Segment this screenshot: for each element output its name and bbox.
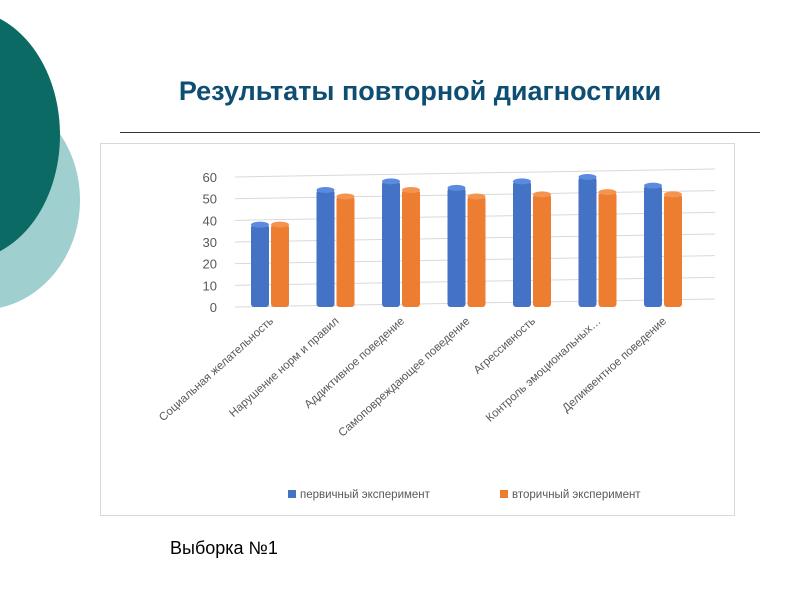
x-tick-label: Контроль эмоциональных… <box>484 315 604 424</box>
y-tick-label: 60 <box>203 170 217 185</box>
decor-circle-dark <box>0 18 60 252</box>
x-tick-label: Агрессивность <box>472 315 538 376</box>
bar-secondary <box>336 196 355 307</box>
y-tick-label: 30 <box>203 235 217 250</box>
bar-primary <box>578 177 597 307</box>
bar-top <box>402 187 420 193</box>
y-tick-label: 10 <box>203 278 217 293</box>
bar-top <box>533 191 551 198</box>
legend-label: вторичный эксперимент <box>512 489 641 501</box>
bar-top <box>316 187 335 193</box>
bar-secondary <box>598 192 617 307</box>
page-title: Результаты повторной диагностики <box>178 76 662 106</box>
bar-top <box>598 189 617 196</box>
bar-primary <box>513 181 531 307</box>
bar-secondary <box>467 196 486 307</box>
bar-secondary <box>533 194 551 307</box>
legend-label: первичный эксперимент <box>300 489 431 501</box>
legend-swatch <box>288 490 296 498</box>
bar-primary <box>447 187 466 307</box>
bar-top <box>271 221 289 228</box>
bar-primary <box>382 181 400 307</box>
x-tick-label: Социальная желательность <box>157 315 276 424</box>
bar-primary <box>316 190 335 307</box>
y-tick-label: 50 <box>203 192 217 207</box>
bar-secondary <box>271 224 289 307</box>
y-tick-label: 20 <box>203 257 217 272</box>
x-tick-label: Деликвентное поведение <box>560 315 669 414</box>
bar-chart: 0 10 20 30 40 50 60 Социальная желательностьНар… <box>157 168 716 501</box>
bar-primary <box>644 185 662 307</box>
bar-primary <box>251 224 269 307</box>
bar-top <box>644 182 662 189</box>
x-tick-label: Самоповреждающее поведение <box>336 315 472 439</box>
decor-circles <box>0 18 80 308</box>
legend-swatch <box>500 490 508 498</box>
bar-secondary <box>402 190 420 307</box>
bar-top <box>251 221 269 228</box>
y-tick-label: 0 <box>210 300 217 315</box>
title-divider <box>120 132 760 133</box>
bar-top <box>382 178 400 185</box>
gridline <box>234 168 716 178</box>
y-tick-label: 40 <box>203 213 217 228</box>
bar-top <box>467 193 486 200</box>
sample-caption: Выборка №1 <box>170 538 278 558</box>
bar-top <box>578 174 597 180</box>
bar-top <box>664 191 682 198</box>
bar-top <box>447 184 466 191</box>
x-tick-label: Нарушение норм и правил <box>227 315 341 419</box>
bar-top <box>336 193 355 200</box>
bar-top <box>513 178 531 185</box>
bar-secondary <box>664 194 682 307</box>
